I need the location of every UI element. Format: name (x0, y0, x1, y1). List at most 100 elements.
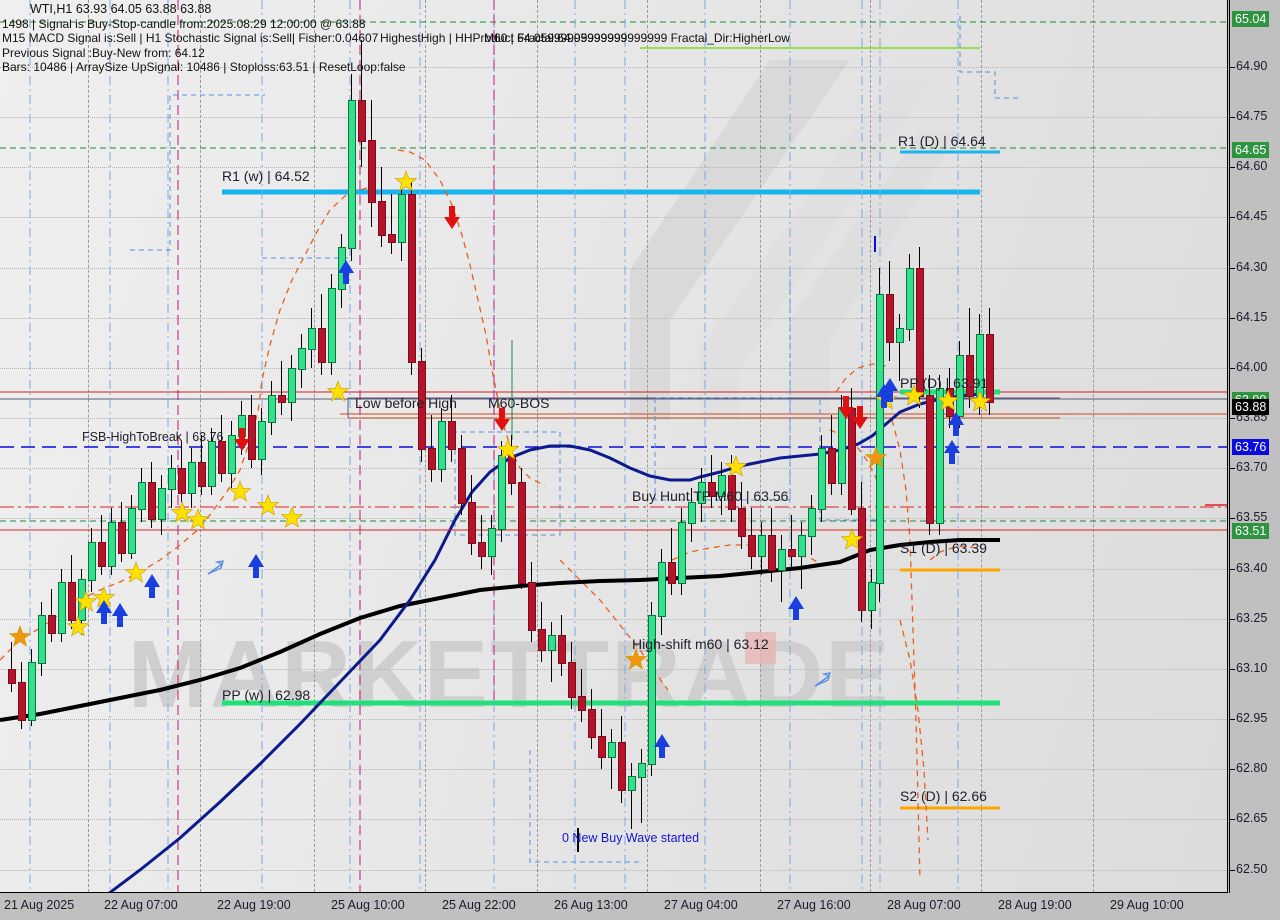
candle-body (88, 541, 96, 581)
candle-body (368, 140, 376, 203)
price-tick-mark (1230, 468, 1235, 470)
candle-body (218, 441, 226, 474)
candle-body (538, 628, 546, 651)
level-label-low-before-high: Low before High (355, 395, 457, 411)
time-tick-label: 27 Aug 04:00 (664, 898, 738, 912)
price-tick-mark (1230, 367, 1235, 369)
price-tick-mark (1230, 167, 1235, 169)
candle-body (318, 327, 326, 364)
candle-body (558, 635, 566, 665)
candle-body (788, 548, 796, 558)
price-tick-label: 62.50 (1236, 861, 1268, 876)
time-axis[interactable]: 21 Aug 2025 22 Aug 07:00 22 Aug 19:00 25 Au… (0, 894, 1280, 920)
horizontal-gridline (0, 468, 1227, 470)
level-label-pp-w: PP (w) | 62.98 (222, 687, 311, 703)
bars-info-line: Bars: 10486 | ArraySize UpSignal: 10486 … (2, 60, 406, 74)
candle-wick (611, 729, 612, 790)
horizontal-gridline (0, 668, 1227, 670)
candle-body (108, 521, 116, 568)
price-tick-label: 64.60 (1236, 159, 1268, 174)
chart-plot-area[interactable]: MARKETTRADE (0, 0, 1228, 893)
price-tick-label: 62.80 (1236, 761, 1268, 776)
horizontal-gridline (0, 618, 1227, 620)
level-label-buy-hunt-tp-m60: Buy Hunt TP M60 | 63.56 (632, 488, 789, 504)
price-highlight-label[interactable]: 63.88 (1232, 399, 1270, 416)
level-label-m60-bos: M60-BOS (488, 395, 550, 411)
vertical-gridline (88, 0, 89, 892)
price-axis[interactable]: 64.90 64.75 64.60 64.45 64.30 64.15 64.00 63.85… (1229, 0, 1280, 893)
candle-body (628, 775, 636, 792)
candle-body (718, 474, 726, 497)
price-tick-label: 63.25 (1236, 610, 1268, 625)
candle-body (378, 200, 386, 237)
signal-line-2b: HighestHigh | HHProduct 64.0599999999999… (380, 31, 628, 45)
candle-body (588, 709, 596, 738)
vertical-gridline (314, 0, 315, 892)
price-tick-mark (1230, 769, 1235, 771)
candle-body (798, 535, 806, 558)
price-highlight-label[interactable]: 63.51 (1232, 522, 1270, 539)
horizontal-gridline (0, 217, 1227, 219)
candle-body (328, 287, 336, 364)
level-label-r1-w: R1 (w) | 64.52 (222, 168, 310, 184)
candle-wick (641, 749, 642, 823)
vertical-gridline (537, 0, 538, 892)
candle-body (198, 461, 206, 487)
candle-body (886, 294, 894, 344)
candle-wick (551, 622, 552, 683)
candle-body (906, 267, 914, 330)
candle-body (158, 488, 166, 521)
signal-line-2: M15 MACD Signal is:Sell | H1 Stochastic … (2, 31, 379, 45)
candle-body (688, 501, 696, 524)
candle-body (698, 481, 706, 504)
candle-body (986, 334, 994, 404)
candle-body (398, 193, 406, 243)
time-tick-label: 21 Aug 2025 (4, 898, 75, 912)
candle-body (648, 615, 656, 765)
candle-body (828, 448, 836, 484)
candle-body (896, 327, 904, 344)
candle-body (128, 508, 136, 554)
time-tick-label: 22 Aug 07:00 (104, 898, 178, 912)
price-tick-mark (1230, 518, 1235, 520)
price-tick-mark (1230, 719, 1235, 721)
candle-body (258, 421, 266, 461)
horizontal-gridline (0, 117, 1227, 119)
candle-wick (11, 642, 12, 693)
candle-body (876, 294, 884, 584)
candle-body (18, 682, 26, 722)
vertical-gridline (647, 0, 648, 892)
candle-body (458, 448, 466, 504)
vertical-gridline (870, 0, 871, 892)
candle-body (438, 421, 446, 471)
price-highlight-label[interactable]: 65.04 (1232, 11, 1270, 28)
candle-body (966, 354, 974, 397)
level-label-r1-d: R1 (D) | 64.64 (898, 133, 986, 149)
candle-wick (791, 515, 792, 569)
candle-body (288, 367, 296, 404)
candle-body (348, 100, 356, 250)
price-tick-label: 63.70 (1236, 460, 1268, 475)
price-highlight-label[interactable]: 63.76 (1232, 439, 1270, 456)
price-tick-mark (1230, 819, 1235, 821)
chart-info-header: WTI,H1 63.93 64.05 63.88 63.88 1498 | Si… (0, 0, 790, 75)
time-tick-label: 22 Aug 19:00 (217, 898, 291, 912)
candle-body (428, 448, 436, 471)
candle-body (388, 234, 396, 243)
horizontal-gridline (0, 267, 1227, 269)
vertical-gridline (760, 0, 761, 892)
candle-body (778, 548, 786, 571)
price-tick-mark (1230, 267, 1235, 269)
horizontal-gridline (0, 819, 1227, 821)
candle-body (308, 327, 316, 350)
price-tick-label: 62.65 (1236, 811, 1268, 826)
candle-body (678, 521, 686, 584)
candle-body (708, 481, 716, 497)
candle-body (148, 481, 156, 521)
level-label-pp-d: PP (D) | 63.91 (900, 375, 989, 391)
horizontal-gridline (0, 769, 1227, 771)
price-tick-mark (1230, 418, 1235, 420)
candle-body (298, 347, 306, 370)
candle-body (868, 581, 876, 611)
price-highlight-label[interactable]: 64.65 (1232, 141, 1270, 158)
